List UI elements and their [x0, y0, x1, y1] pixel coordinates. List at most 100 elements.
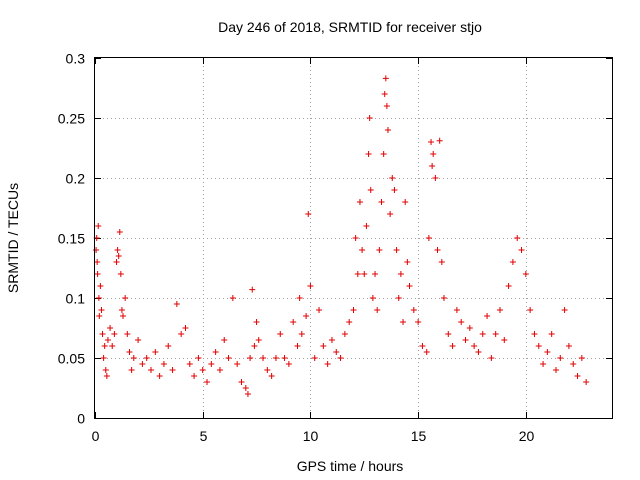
data-point [160, 361, 167, 367]
data-point [462, 337, 469, 343]
data-point [208, 361, 215, 367]
data-point [156, 373, 163, 379]
data-point [419, 343, 426, 349]
data-point [238, 379, 245, 385]
data-point [430, 151, 437, 157]
y-tick-label: 0 [77, 411, 85, 427]
data-point [363, 223, 370, 229]
data-point [324, 361, 331, 367]
data-point [531, 331, 538, 337]
data-point [449, 343, 456, 349]
data-point [471, 343, 478, 349]
data-point [290, 319, 297, 325]
data-point [578, 355, 585, 361]
x-axis-label: GPS time / hours [297, 458, 404, 474]
y-tick-label: 0.3 [66, 51, 86, 67]
data-points [93, 75, 590, 397]
data-point [445, 331, 452, 337]
data-point [294, 343, 301, 349]
data-point [372, 271, 379, 277]
data-point [382, 75, 389, 82]
data-point [509, 259, 516, 265]
data-point [152, 349, 159, 355]
data-point [574, 373, 581, 379]
data-point [527, 307, 534, 313]
data-point [95, 223, 102, 229]
data-point [111, 331, 118, 337]
data-point [98, 307, 105, 313]
data-point [365, 151, 372, 157]
data-point [354, 271, 361, 277]
data-point [436, 137, 443, 144]
data-point [272, 355, 279, 361]
data-point [93, 247, 100, 253]
data-point [281, 355, 288, 361]
data-point [404, 259, 411, 265]
data-point [337, 355, 344, 361]
data-point [244, 391, 251, 397]
data-point [544, 349, 551, 355]
data-point [432, 175, 439, 181]
data-point [406, 283, 413, 289]
x-tick-label: 5 [200, 428, 208, 444]
data-point [148, 367, 155, 373]
data-point [255, 337, 262, 343]
data-point [320, 343, 327, 349]
data-point [96, 313, 103, 319]
data-point [369, 295, 376, 301]
data-point [130, 355, 137, 361]
data-point [139, 361, 146, 367]
data-point [492, 331, 499, 337]
data-point [116, 229, 123, 235]
y-tick-label: 0.05 [58, 351, 85, 367]
data-point [186, 361, 193, 367]
data-point [479, 331, 486, 337]
data-point [113, 259, 120, 265]
data-point [429, 163, 436, 169]
y-tick-label: 0.25 [58, 111, 85, 127]
data-point [387, 211, 394, 217]
data-point [165, 343, 172, 349]
axis-ticks: 0 0.05 0.1 0.15 0.2 0.25 0.3 0 5 10 15 20 [58, 51, 612, 444]
data-point [102, 367, 109, 373]
data-point [100, 355, 107, 361]
data-point [501, 337, 508, 343]
data-point [328, 337, 335, 343]
data-point [191, 373, 198, 379]
data-point [565, 343, 572, 349]
data-point [126, 349, 133, 355]
data-point [356, 199, 363, 205]
data-point [366, 115, 373, 121]
data-point [268, 373, 275, 379]
data-point [118, 307, 125, 313]
x-tick-label: 20 [519, 428, 535, 444]
data-point [204, 379, 211, 385]
data-point [440, 295, 447, 301]
y-tick-label: 0.15 [58, 231, 85, 247]
data-point [122, 295, 129, 301]
data-point [199, 367, 206, 373]
y-tick-label: 0.2 [66, 171, 86, 187]
data-point [333, 349, 340, 355]
data-point [128, 367, 135, 373]
data-point [415, 319, 422, 325]
data-point [425, 235, 432, 241]
data-point [195, 355, 202, 361]
data-point [410, 307, 417, 313]
data-point [434, 247, 441, 253]
data-point [124, 331, 131, 337]
data-point [583, 379, 590, 385]
data-point [316, 307, 323, 313]
x-tick-label: 0 [92, 428, 100, 444]
data-point [423, 349, 430, 355]
data-point [103, 373, 110, 379]
data-point [221, 337, 228, 343]
data-point [285, 361, 292, 367]
data-point [296, 295, 303, 301]
data-point [475, 349, 482, 355]
data-point [117, 271, 124, 277]
data-point [135, 337, 142, 343]
data-point [109, 343, 116, 349]
data-point [393, 247, 400, 253]
